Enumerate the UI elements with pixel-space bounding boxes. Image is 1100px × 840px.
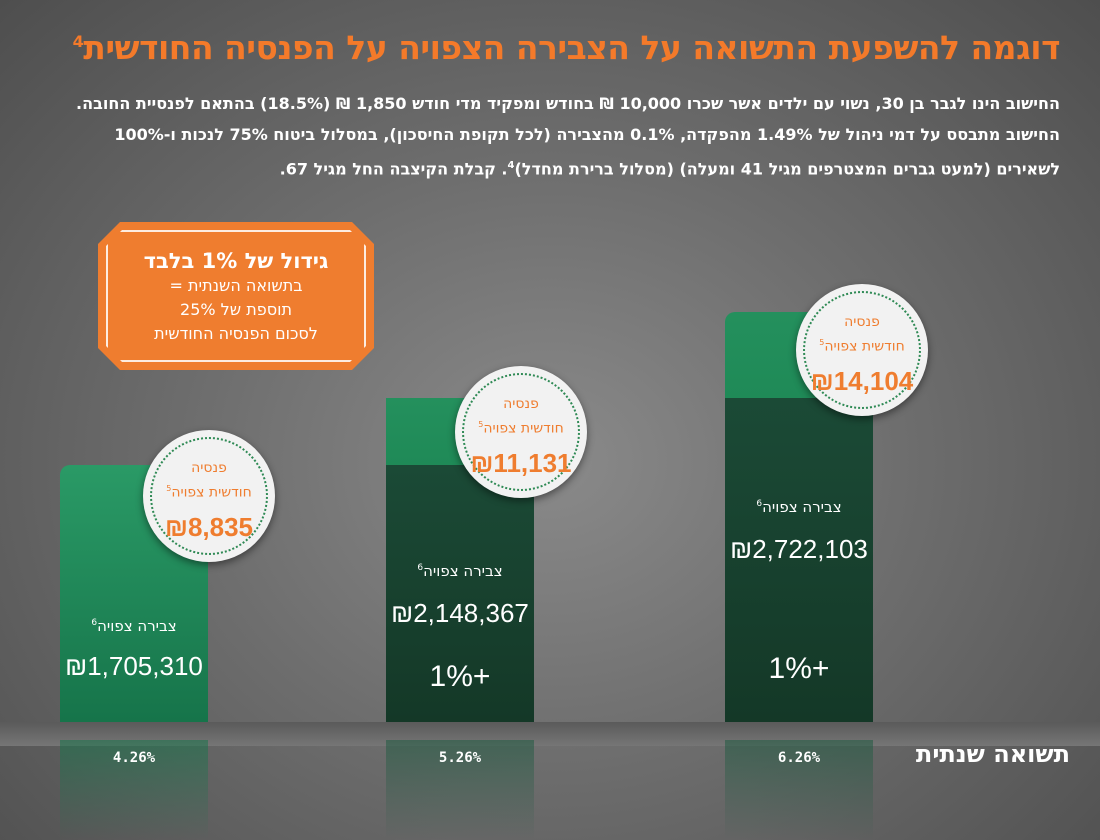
accumulation-footnote: 6: [417, 563, 424, 573]
pension-value: ₪11,131: [470, 448, 572, 478]
bar-base-segment: [386, 465, 534, 722]
badge-frame: [106, 230, 366, 362]
pension-circle-2: פנסיה חודשית צפויה5 ₪11,131: [455, 366, 587, 498]
circle-ring: [462, 373, 580, 491]
pension-circle-1: פנסיה חודשית צפויה5 ₪8,835: [143, 430, 275, 562]
pension-label-text: חודשית צפויה: [483, 420, 564, 437]
description-line-2: החישוב מתבסס על דמי ניהול של 1.49% מהפקד…: [114, 125, 1060, 144]
annual-return-tick: 4.26%: [112, 750, 156, 766]
circle-ring: [803, 291, 921, 409]
pension-label-text: חודשית צפויה: [824, 338, 905, 355]
bar-reflection: [386, 740, 534, 840]
accumulation-label: צבירה צפויה6: [725, 498, 873, 516]
accumulation-footnote: 6: [91, 618, 98, 628]
annual-return-tick: 6.26%: [777, 750, 821, 766]
pension-value: ₪8,835: [164, 512, 254, 542]
description-footnote: 4: [507, 160, 515, 171]
accumulation-label-text: צבירה צפויה: [762, 498, 842, 516]
circle-ring: [150, 437, 268, 555]
badge-line-2: תוספת של 25%: [180, 300, 292, 319]
pension-circle-3: פנסיה חודשית צפויה5 ₪14,104: [796, 284, 928, 416]
accumulation-value: ₪2,148,367: [391, 598, 529, 628]
description: החישוב הינו לגבר בן 30, נשוי עם ילדים אש…: [30, 88, 1060, 184]
description-line-3b: . קבלת הקיצבה החל מגיל 67.: [279, 159, 508, 179]
badge-line-1: בתשואה השנתית =: [169, 276, 303, 295]
accumulation-value: ₪2,722,103: [730, 534, 868, 564]
pension-label-line-1: פנסיה: [191, 460, 227, 476]
pension-footnote: 5: [166, 484, 172, 493]
accumulation-footnote: 6: [756, 499, 763, 509]
pension-label-line-2: חודשית צפויה5: [143, 484, 275, 501]
annual-return-tick: 5.26%: [438, 750, 482, 766]
bar-reflection: [725, 740, 873, 840]
accumulation-label-text: צבירה צפויה: [97, 617, 177, 635]
badge-line-3: לסכום הפנסיה החודשית: [154, 324, 318, 343]
description-line-1: החישוב הינו לגבר בן 30, נשוי עם ילדים אש…: [76, 94, 1060, 113]
highlight-badge: גידול של 1% בלבד בתשואה השנתית = תוספת ש…: [98, 222, 374, 370]
pension-label-line-2: חודשית צפויה5: [455, 420, 587, 437]
accumulation-value: ₪1,705,310: [65, 651, 203, 681]
bar-1: צבירה צפויה6 ₪1,705,310: [60, 465, 208, 722]
pension-label-text: חודשית צפויה: [171, 484, 252, 501]
pension-footnote: 5: [478, 420, 484, 429]
pension-label-line-2: חודשית צפויה5: [796, 338, 928, 355]
page-title: דוגמה להשפעת התשואה על הצבירה הצפויה על …: [30, 28, 1061, 67]
bar-base-segment: [725, 398, 873, 722]
increment-label: +1%: [429, 660, 491, 693]
badge-heading: גידול של 1% בלבד: [143, 249, 329, 273]
x-axis-title: תשואה שנתית: [915, 740, 1070, 768]
increment-label: +1%: [768, 652, 830, 685]
description-line-3a: לשאירים (למעט גברים המצטרפים מגיל 41 ומע…: [514, 159, 1060, 179]
pension-label-line-1: פנסיה: [503, 396, 539, 412]
pension-value: ₪14,104: [810, 366, 914, 396]
accumulation-label: צבירה צפויה6: [60, 617, 208, 635]
description-line-3: לשאירים (למעט גברים המצטרפים מגיל 41 ומע…: [30, 150, 1060, 184]
pension-label-line-1: פנסיה: [844, 314, 880, 330]
bar-reflection: [60, 740, 208, 840]
accumulation-label-text: צבירה צפויה: [423, 562, 503, 580]
title-footnote: 4: [72, 32, 84, 51]
accumulation-label: צבירה צפויה6: [386, 562, 534, 580]
title-text: דוגמה להשפעת התשואה על הצבירה הצפויה על …: [83, 28, 1060, 67]
pension-footnote: 5: [819, 338, 825, 347]
